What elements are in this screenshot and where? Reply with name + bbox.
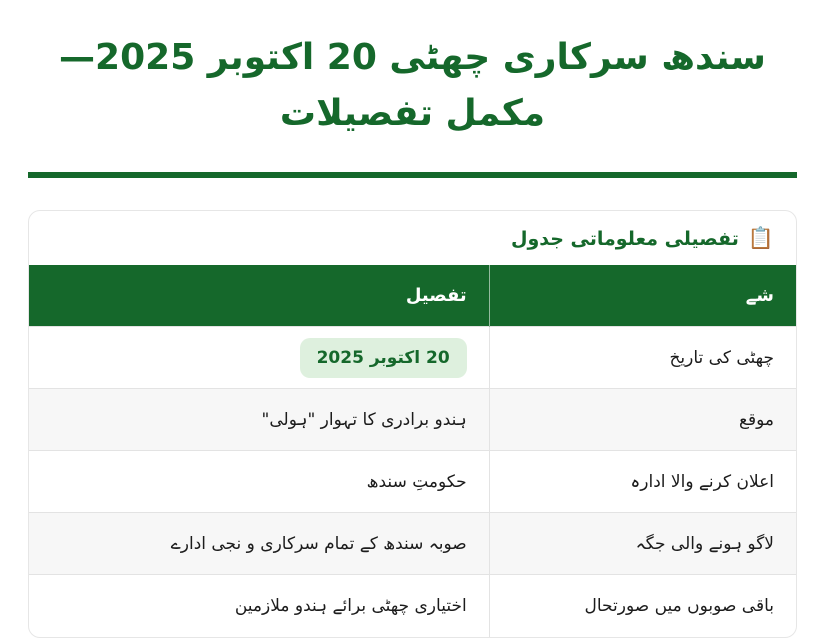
table-row: موقع ہندو برادری کا تہوار "ہولی" bbox=[29, 388, 796, 451]
item-cell: لاگو ہونے والی جگہ bbox=[489, 512, 796, 575]
table-row: اعلان کرنے والا ادارہ حکومتِ سندھ bbox=[29, 450, 796, 513]
item-cell: چھٹی کی تاریخ bbox=[489, 326, 796, 389]
card-header: 📋 تفصیلی معلوماتی جدول bbox=[29, 211, 796, 265]
page-title: سندھ سرکاری چھٹی 20 اکتوبر 2025—مکمل تفص… bbox=[59, 37, 766, 134]
column-header-detail: تفصیل bbox=[29, 264, 490, 327]
item-cell: اعلان کرنے والا ادارہ bbox=[489, 450, 796, 513]
detail-cell: 20 اکتوبر 2025 bbox=[29, 326, 490, 389]
details-table: شے تفصیل چھٹی کی تاریخ 20 اکتوبر 2025 مو… bbox=[29, 264, 796, 637]
page: سندھ سرکاری چھٹی 20 اکتوبر 2025—مکمل تفص… bbox=[28, 37, 797, 638]
detail-cell: صوبہ سندھ کے تمام سرکاری و نجی ادارے bbox=[29, 512, 490, 575]
info-card: 📋 تفصیلی معلوماتی جدول شے تفصیل چھٹی کی … bbox=[28, 209, 797, 638]
detail-cell: اختیاری چھٹی برائے ہندو ملازمین bbox=[29, 574, 490, 637]
table-row: لاگو ہونے والی جگہ صوبہ سندھ کے تمام سرک… bbox=[29, 512, 796, 575]
item-cell: باقی صوبوں میں صورتحال bbox=[489, 574, 796, 637]
detail-cell: ہندو برادری کا تہوار "ہولی" bbox=[29, 388, 490, 451]
item-cell: موقع bbox=[489, 388, 796, 451]
clipboard-icon: 📋 bbox=[747, 226, 774, 251]
table-header-row: شے تفصیل bbox=[29, 264, 796, 327]
table-row: باقی صوبوں میں صورتحال اختیاری چھٹی برائ… bbox=[29, 574, 796, 637]
card-title: تفصیلی معلوماتی جدول bbox=[510, 227, 739, 250]
column-header-item: شے bbox=[489, 264, 796, 327]
date-badge: 20 اکتوبر 2025 bbox=[299, 337, 467, 378]
table-row: چھٹی کی تاریخ 20 اکتوبر 2025 bbox=[29, 326, 796, 389]
detail-cell: حکومتِ سندھ bbox=[29, 450, 490, 513]
title-divider bbox=[28, 171, 797, 178]
